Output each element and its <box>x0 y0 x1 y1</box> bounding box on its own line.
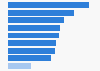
Bar <box>8 40 56 46</box>
Bar <box>8 33 59 38</box>
Bar <box>8 63 30 69</box>
Bar <box>8 2 89 8</box>
Bar <box>8 55 51 61</box>
Bar <box>8 48 55 54</box>
Bar <box>8 17 64 23</box>
Bar <box>8 25 60 31</box>
Bar <box>8 10 74 16</box>
